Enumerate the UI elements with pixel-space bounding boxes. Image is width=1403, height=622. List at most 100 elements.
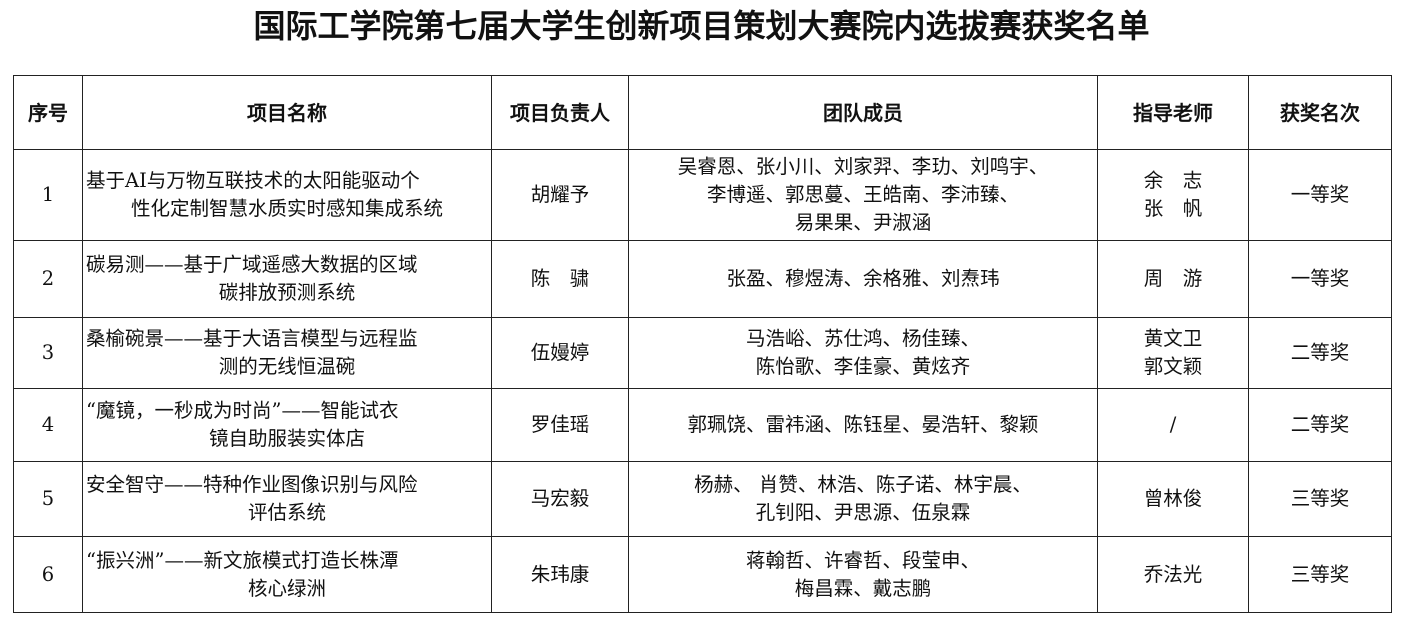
project-line: 碳易测——基于广域遥感大数据的区域: [86, 253, 418, 276]
members-line: 孔钊阳、尹思源、伍泉霖: [755, 501, 971, 524]
award-text: 二等奖: [1290, 341, 1350, 364]
advisor-line: 周 游: [1143, 267, 1203, 290]
leader-name: 马宏毅: [530, 487, 590, 510]
row-number-text: 4: [41, 413, 55, 436]
advisor: 黄文卫 郭文颖: [1097, 317, 1249, 389]
header-award: 获奖名次: [1248, 75, 1392, 150]
advisor-line: 黄文卫: [1143, 327, 1203, 350]
members-line: 马浩峪、苏仕鸿、杨佳臻、: [745, 327, 980, 350]
project-line: 核心绿洲: [247, 576, 326, 600]
award-rank: 三等奖: [1248, 461, 1392, 537]
advisor-line: 郭文颖: [1143, 355, 1203, 378]
table-row: 5 安全智守——特种作业图像识别与风险评估系统 马宏毅 杨赫、 肖赞、林浩、陈子诺、林…: [13, 461, 1392, 537]
leader-name: 胡耀予: [530, 183, 590, 206]
project-leader: 朱玮康: [491, 536, 629, 613]
project-name: “魔镜，一秒成为时尚”——智能试衣镜自助服装实体店: [82, 388, 492, 462]
members-line: 郭珮饶、雷祎涵、陈钰星、晏浩轩、黎颖: [687, 413, 1039, 436]
award-rank: 三等奖: [1248, 536, 1392, 613]
advisor: 乔法光: [1097, 536, 1249, 613]
members-line: 易果果、尹淑涵: [794, 211, 932, 234]
project-line: “振兴洲”——新文旅模式打造长株潭: [86, 548, 399, 572]
team-members: 蒋翰哲、许睿哲、段莹申、 梅昌霖、戴志鹏: [628, 536, 1098, 613]
table-row: 2 碳易测——基于广域遥感大数据的区域碳排放预测系统 陈 骕 张盈、穆煜涛、余格雅、刘…: [13, 240, 1392, 318]
leader-name: 陈 骕: [530, 267, 590, 290]
row-number: 1: [13, 149, 83, 241]
members-line: 蒋翰哲、许睿哲、段莹申、: [745, 548, 980, 572]
project-name: “振兴洲”——新文旅模式打造长株潭核心绿洲: [82, 536, 492, 613]
advisor-line: 曾林俊: [1143, 487, 1203, 510]
project-line: 碳排放预测系统: [218, 281, 356, 304]
members-line: 杨赫、 肖赞、林浩、陈子诺、林宇晨、: [694, 473, 1032, 496]
award-rank: 二等奖: [1248, 388, 1392, 462]
page-title: 国际工学院第七届大学生创新项目策划大赛院内选拔赛获奖名单: [253, 7, 1150, 45]
team-members: 马浩峪、苏仕鸿、杨佳臻、 陈怡歌、李佳豪、黄炫齐: [628, 317, 1098, 389]
advisor-line: 余 志: [1143, 169, 1203, 192]
advisor-line: 张 帆: [1143, 197, 1203, 220]
table-row: 6 “振兴洲”——新文旅模式打造长株潭核心绿洲 朱玮康 蒋翰哲、许睿哲、段莹申、 梅昌霖…: [13, 536, 1392, 613]
row-number-text: 2: [41, 267, 55, 290]
row-number-text: 3: [41, 341, 55, 364]
award-table: 序号 项目名称 项目负责人 团队成员 指导老师 获奖名次 1 基于AI与万物互联技…: [13, 75, 1392, 613]
project-name: 安全智守——特种作业图像识别与风险评估系统: [82, 461, 492, 537]
project-line: 性化定制智慧水质实时感知集成系统: [130, 197, 443, 220]
table-row: 4 “魔镜，一秒成为时尚”——智能试衣镜自助服装实体店 罗佳瑶 郭珮饶、雷祎涵、陈钰星…: [13, 388, 1392, 462]
project-line: 安全智守——特种作业图像识别与风险: [86, 473, 418, 496]
project-leader: 胡耀予: [491, 149, 629, 241]
header-no: 序号: [13, 75, 83, 150]
project-name: 碳易测——基于广域遥感大数据的区域碳排放预测系统: [82, 240, 492, 318]
team-members: 张盈、穆煜涛、余格雅、刘焘玮: [628, 240, 1098, 318]
project-name: 桑榆碗景——基于大语言模型与远程监测的无线恒温碗: [82, 317, 492, 389]
leader-name: 伍嫚婷: [530, 341, 590, 364]
members-line: 李博遥、郭思蔓、王皓南、李沛臻、: [706, 183, 1019, 206]
award-rank: 二等奖: [1248, 317, 1392, 389]
members-line: 梅昌霖、戴志鹏: [794, 576, 932, 600]
advisor-line: 乔法光: [1143, 562, 1203, 586]
advisor: 曾林俊: [1097, 461, 1249, 537]
award-text: 一等奖: [1290, 183, 1350, 206]
team-members: 吴睿恩、张小川、刘家羿、李玏、刘鸣宇、 李博遥、郭思蔓、王皓南、李沛臻、 易果果、尹…: [628, 149, 1098, 241]
header-advisor: 指导老师: [1097, 75, 1249, 150]
project-leader: 伍嫚婷: [491, 317, 629, 389]
row-number-text: 1: [41, 183, 55, 206]
leader-name: 罗佳瑶: [530, 413, 590, 436]
award-text: 三等奖: [1290, 487, 1350, 510]
members-line: 张盈、穆煜涛、余格雅、刘焘玮: [726, 267, 1000, 290]
award-text: 二等奖: [1290, 413, 1350, 436]
row-number: 2: [13, 240, 83, 318]
project-leader: 陈 骕: [491, 240, 629, 318]
award-rank: 一等奖: [1248, 240, 1392, 318]
header-members: 团队成员: [628, 75, 1098, 150]
advisor-line: /: [1169, 413, 1177, 436]
row-number: 6: [13, 536, 83, 613]
advisor: 周 游: [1097, 240, 1249, 318]
table-row: 3 桑榆碗景——基于大语言模型与远程监测的无线恒温碗 伍嫚婷 马浩峪、苏仕鸿、杨佳臻、…: [13, 317, 1392, 389]
project-name: 基于AI与万物互联技术的太阳能驱动个性化定制智慧水质实时感知集成系统: [82, 149, 492, 241]
project-line: 测的无线恒温碗: [218, 355, 356, 378]
award-rank: 一等奖: [1248, 149, 1392, 241]
header-leader: 项目负责人: [491, 75, 629, 150]
row-number: 3: [13, 317, 83, 389]
team-members: 杨赫、 肖赞、林浩、陈子诺、林宇晨、 孔钊阳、尹思源、伍泉霖: [628, 461, 1098, 537]
leader-name: 朱玮康: [530, 562, 590, 586]
table-header-row: 序号 项目名称 项目负责人 团队成员 指导老师 获奖名次: [13, 75, 1392, 150]
row-number: 5: [13, 461, 83, 537]
project-line: 基于AI与万物互联技术的太阳能驱动个: [86, 169, 420, 192]
advisor: /: [1097, 388, 1249, 462]
row-number-text: 6: [41, 562, 55, 586]
award-text: 一等奖: [1290, 267, 1350, 290]
header-project: 项目名称: [82, 75, 492, 150]
team-members: 郭珮饶、雷祎涵、陈钰星、晏浩轩、黎颖: [628, 388, 1098, 462]
project-leader: 罗佳瑶: [491, 388, 629, 462]
award-text: 三等奖: [1290, 562, 1350, 586]
advisor: 余 志张 帆: [1097, 149, 1249, 241]
project-line: 镜自助服装实体店: [208, 427, 365, 450]
table-row: 1 基于AI与万物互联技术的太阳能驱动个性化定制智慧水质实时感知集成系统 胡耀予 吴睿…: [13, 149, 1392, 241]
project-line: 评估系统: [247, 501, 326, 524]
members-line: 陈怡歌、李佳豪、黄炫齐: [755, 355, 971, 378]
row-number-text: 5: [41, 487, 55, 510]
members-line: 吴睿恩、张小川、刘家羿、李玏、刘鸣宇、: [677, 155, 1049, 178]
project-line: “魔镜，一秒成为时尚”——智能试衣: [86, 399, 399, 422]
row-number: 4: [13, 388, 83, 462]
project-leader: 马宏毅: [491, 461, 629, 537]
project-line: 桑榆碗景——基于大语言模型与远程监: [86, 327, 418, 350]
